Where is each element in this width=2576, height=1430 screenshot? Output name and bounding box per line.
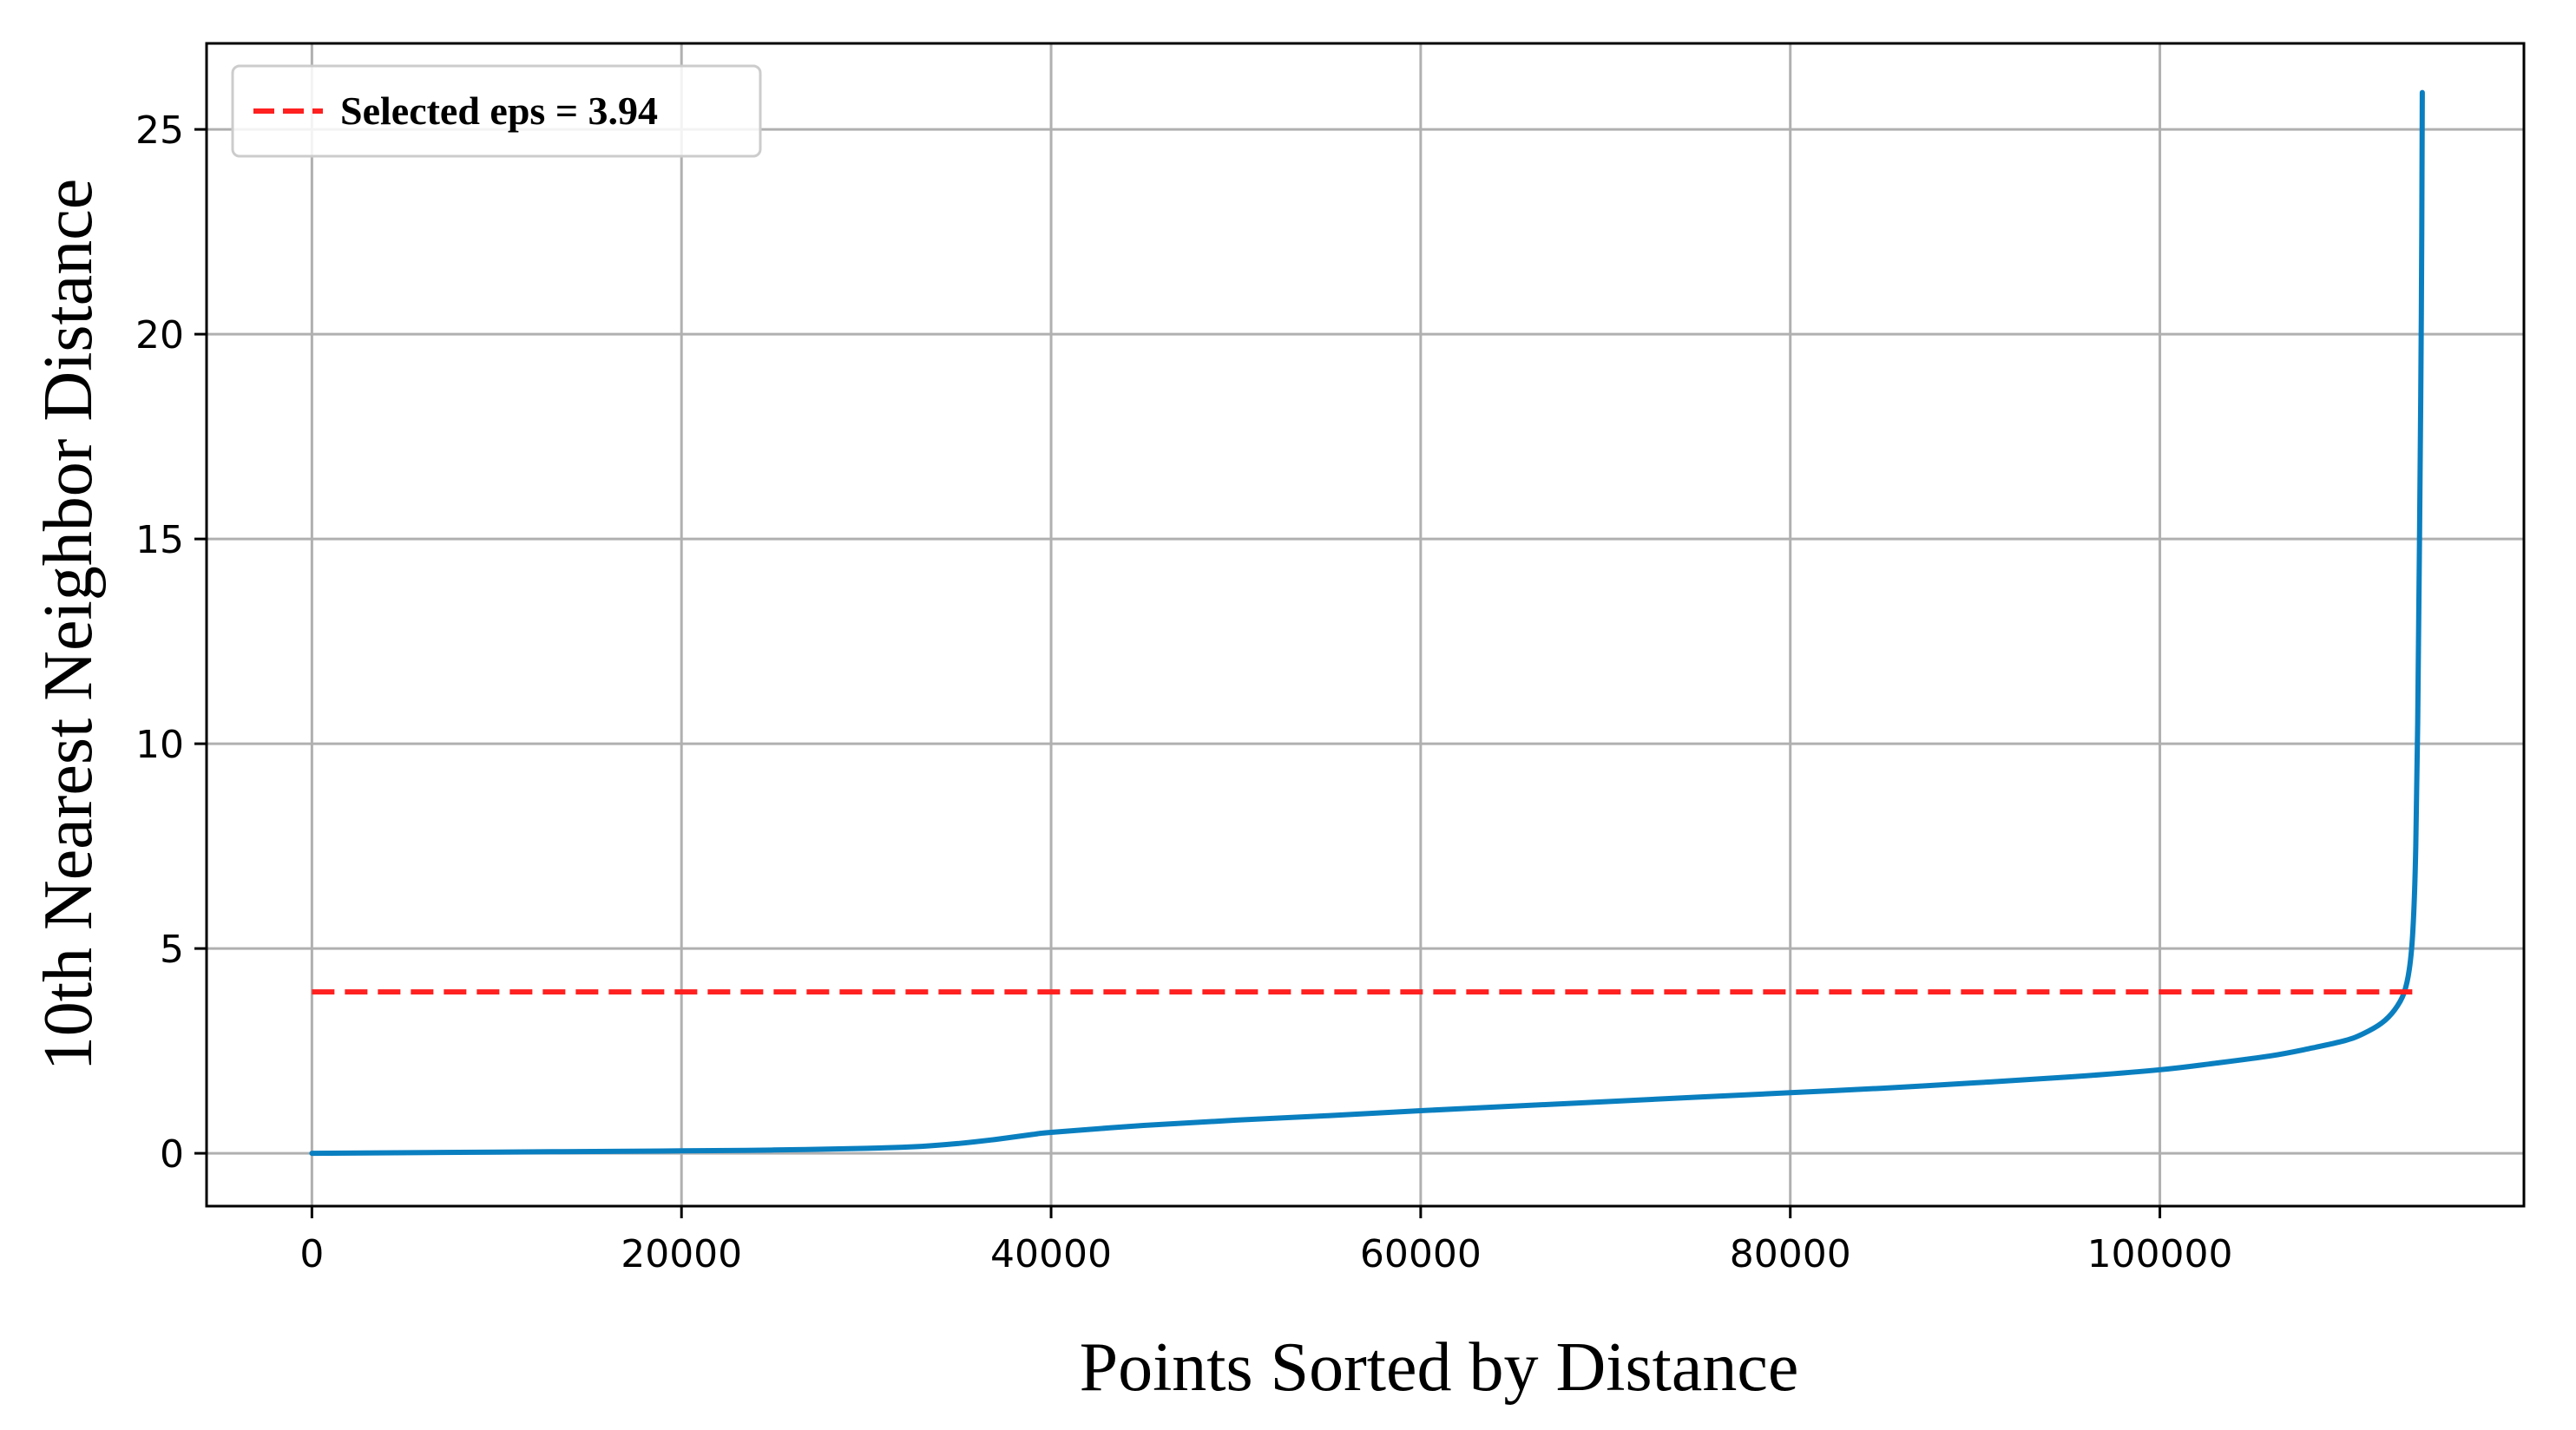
legend: Selected eps = 3.94 xyxy=(231,64,762,158)
x-axis-label: Points Sorted by Distance xyxy=(1080,1329,1799,1406)
distance-curve xyxy=(309,89,2425,1157)
legend-box xyxy=(231,64,762,158)
y-tick-label: 0 xyxy=(160,1132,184,1177)
legend-eps-label: Selected eps = 3.94 xyxy=(340,89,658,133)
y-tick-label: 25 xyxy=(135,108,184,153)
x-tick-label: 100000 xyxy=(2087,1232,2233,1276)
y-tick-label: 20 xyxy=(135,313,184,358)
y-axis-label: 10th Nearest Neighbor Distance xyxy=(30,179,107,1072)
series-layer xyxy=(309,89,2425,1157)
y-tick-label: 5 xyxy=(160,928,184,972)
x-tick-label: 0 xyxy=(299,1232,324,1276)
grid xyxy=(207,43,2524,1206)
x-ticks: 0 20000 40000 60000 80000 100000 xyxy=(299,1206,2233,1276)
y-tick-label: 15 xyxy=(135,518,184,562)
x-tick-label: 60000 xyxy=(1360,1232,1482,1276)
y-ticks: 0 5 10 15 20 25 xyxy=(135,108,207,1177)
x-tick-label: 40000 xyxy=(990,1232,1112,1276)
plot-frame xyxy=(205,42,2526,1208)
y-tick-label: 10 xyxy=(135,723,184,767)
x-tick-label: 20000 xyxy=(621,1232,742,1276)
x-tick-label: 80000 xyxy=(1730,1232,1851,1276)
